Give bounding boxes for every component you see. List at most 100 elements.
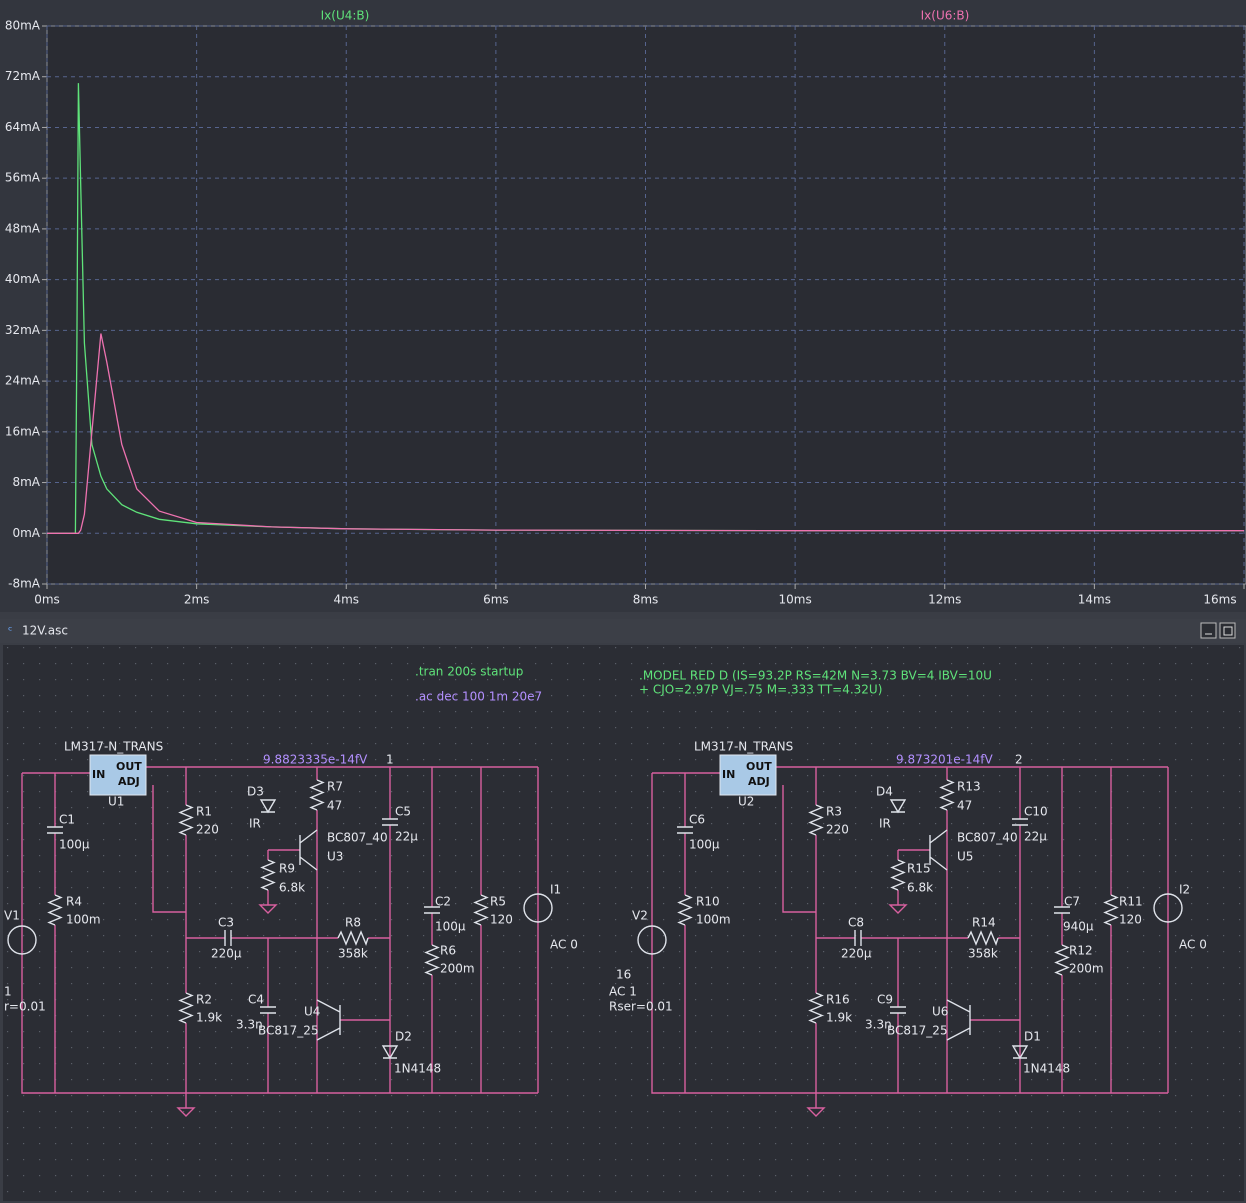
resistor — [260, 859, 276, 891]
source — [523, 893, 553, 923]
component-label: 1.9k — [826, 1011, 852, 1025]
app-icon: ᶜ — [8, 624, 12, 638]
component-label: 100µ — [689, 838, 720, 852]
component-label: BC817_25 — [887, 1024, 948, 1038]
component-label: U5 — [957, 850, 973, 864]
component-label: D3 — [247, 785, 264, 799]
regulator-block — [89, 754, 147, 796]
component-label: 200m — [1069, 962, 1104, 976]
minimize-button[interactable] — [1200, 622, 1217, 639]
component-label: I1 — [550, 883, 561, 897]
y-tick-label: 8mA — [12, 475, 40, 489]
component-label: R16 — [826, 993, 850, 1007]
y-tick-label: 48mA — [5, 221, 41, 235]
x-tick-label: 10ms — [779, 593, 812, 607]
component-label: IR — [879, 817, 891, 831]
component-label: 6.8k — [907, 881, 933, 895]
component-label: 100m — [696, 913, 731, 927]
component-label: Rser=0.01 — [609, 1000, 673, 1014]
component-label: BC807_40 — [957, 831, 1018, 845]
component-label: 1.9k — [196, 1011, 222, 1025]
component-label: 358k — [968, 947, 998, 961]
component-label: LM317-N_TRANS — [64, 740, 163, 754]
component-label: U3 — [327, 850, 343, 864]
resistor — [47, 894, 63, 926]
component-label: 1 — [386, 753, 394, 767]
spice-directive: .MODEL RED D (IS=93.2P RS=42M N=3.73 BV=… — [639, 669, 992, 683]
component-label: 1 — [4, 985, 12, 999]
component-label: 22µ — [1024, 830, 1047, 844]
component-label: C9 — [877, 993, 893, 1007]
y-tick-label: 56mA — [5, 171, 41, 185]
component-label: I2 — [1179, 883, 1190, 897]
capacitor — [424, 906, 440, 914]
component-label: U4 — [304, 1005, 320, 1019]
component-label: AC 1 — [609, 985, 637, 999]
schematic-title-bar — [0, 619, 1246, 643]
x-tick-label: 14ms — [1078, 593, 1111, 607]
component-label: C10 — [1024, 805, 1048, 819]
component-label: C1 — [59, 813, 75, 827]
schematic-grid — [3, 645, 1244, 1201]
component-label: C2 — [435, 895, 451, 909]
waveform-chart: -8mA 0mA 8mA 16mA 24mA 32mA 40mA 48mA 56mA 64mA 72… — [5, 9, 1245, 607]
component-label: R12 — [1069, 944, 1093, 958]
y-tick-label: -8mA — [8, 577, 41, 591]
component-label: 940µ — [1063, 920, 1094, 934]
component-label: 220 — [196, 823, 219, 837]
component-label: R8 — [345, 916, 361, 930]
transistor — [299, 829, 341, 1041]
component-label: R11 — [1119, 895, 1143, 909]
component-label: R1 — [196, 805, 212, 819]
component-label: U1 — [108, 795, 124, 809]
component-label: 3.3n — [236, 1018, 263, 1032]
component-label: V2 — [632, 909, 648, 923]
component-label: 16 — [616, 968, 631, 982]
component-label: 358k — [338, 947, 368, 961]
diode — [381, 1045, 399, 1060]
component-label: V1 — [4, 909, 20, 923]
component-label: 220 — [826, 823, 849, 837]
component-label: D4 — [876, 785, 893, 799]
component-label: R2 — [196, 993, 212, 1007]
component-label: 120 — [490, 913, 513, 927]
component-label: OUT — [116, 760, 142, 773]
x-tick-label: 0ms — [34, 593, 60, 607]
component-label: LM317-N_TRANS — [694, 740, 793, 754]
plot-area — [46, 25, 1246, 585]
schematic-labels: .tran 200s startup .ac dec 100 1m 20e7 .MO… — [4, 665, 1207, 1076]
component-label: R5 — [490, 895, 506, 909]
resistor — [337, 930, 369, 946]
component-label: D1 — [1024, 1030, 1041, 1044]
resistor — [178, 992, 194, 1024]
component-label: C4 — [248, 993, 264, 1007]
component-label: R7 — [327, 780, 343, 794]
component-label: IN — [722, 768, 735, 781]
component-label: D2 — [395, 1030, 412, 1044]
component-label: 22µ — [395, 830, 418, 844]
diode — [259, 799, 277, 814]
component-label: 120 — [1119, 913, 1142, 927]
component-label: C5 — [395, 805, 411, 819]
component-label: 1N4148 — [394, 1062, 441, 1076]
y-tick-label: 24mA — [5, 374, 41, 388]
component-label: ADJ — [748, 775, 770, 788]
component-label: 47 — [327, 799, 342, 813]
component-label: U6 — [932, 1005, 948, 1019]
maximize-button[interactable] — [1219, 622, 1236, 639]
component-label: OUT — [746, 760, 772, 773]
y-tick-label: 64mA — [5, 120, 41, 134]
capacitor — [47, 826, 63, 834]
component-label: 220µ — [211, 947, 242, 961]
component-label: R4 — [66, 895, 82, 909]
resistor — [473, 894, 489, 926]
x-tick-label: 8ms — [633, 593, 659, 607]
y-tick-label: 16mA — [5, 424, 41, 438]
component-label: ADJ — [118, 775, 140, 788]
component-label: U2 — [738, 795, 754, 809]
spice-directive: .tran 200s startup — [415, 665, 523, 679]
legend-entry: Ix(U4:B) — [321, 9, 370, 23]
resistor — [424, 944, 440, 976]
source — [7, 925, 37, 955]
